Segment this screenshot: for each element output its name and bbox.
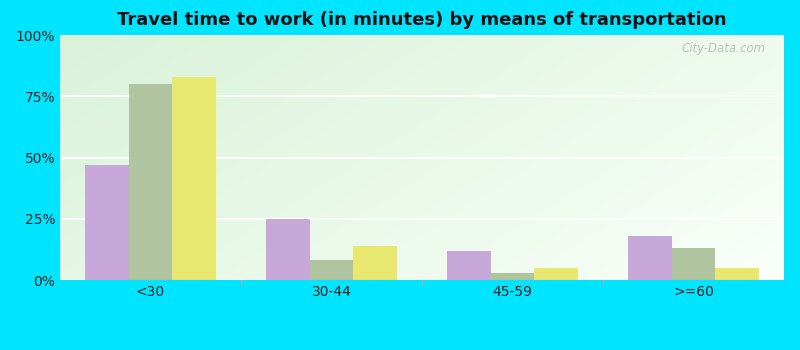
- Bar: [490, 273, 534, 280]
- Title: Travel time to work (in minutes) by means of transportation: Travel time to work (in minutes) by mean…: [117, 11, 727, 29]
- Bar: [86, 165, 129, 280]
- Bar: [628, 236, 672, 280]
- Bar: [172, 77, 216, 280]
- Bar: [534, 268, 578, 280]
- Bar: [672, 248, 715, 280]
- Bar: [310, 260, 354, 280]
- Bar: [715, 268, 758, 280]
- Bar: [447, 251, 490, 280]
- Bar: [129, 84, 172, 280]
- Bar: [266, 219, 310, 280]
- Text: City-Data.com: City-Data.com: [682, 42, 766, 55]
- Bar: [354, 246, 397, 280]
